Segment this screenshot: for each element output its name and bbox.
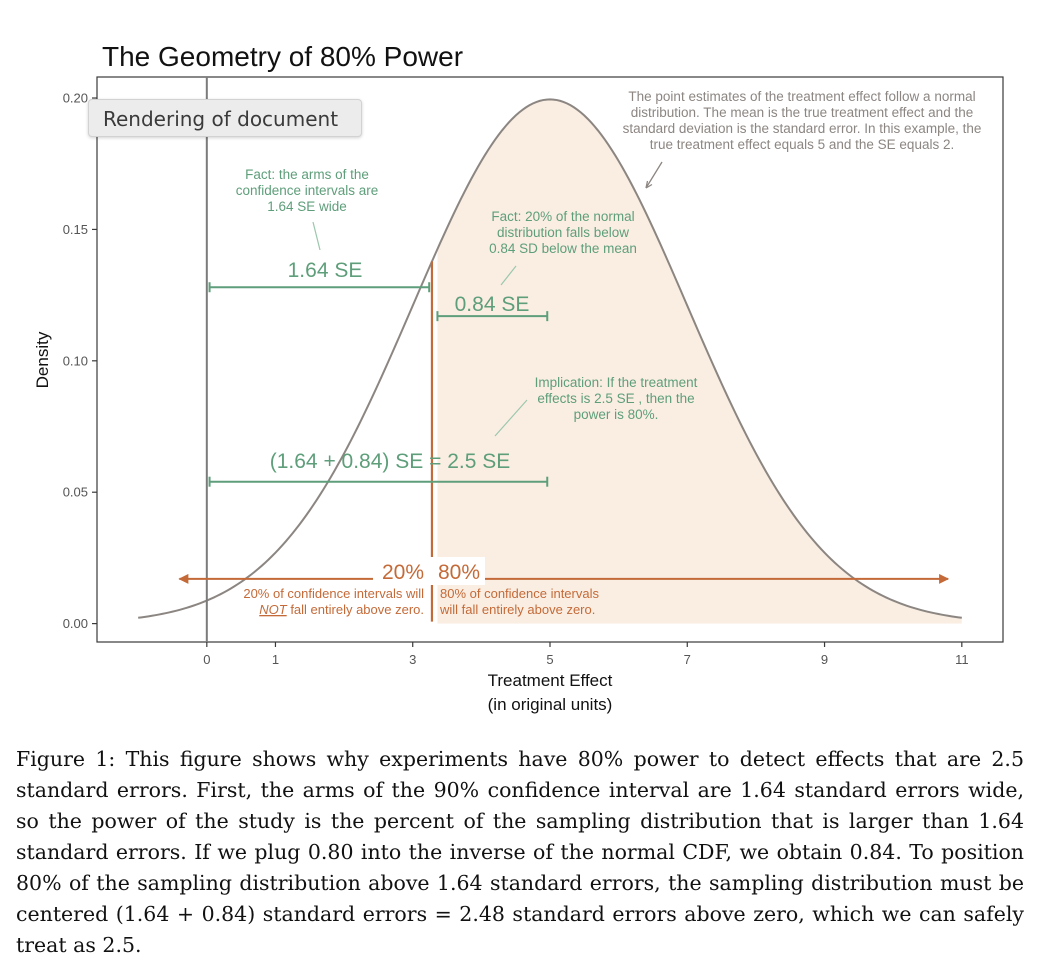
normal-density-curve xyxy=(138,98,962,619)
segment-1-64-se xyxy=(208,282,431,293)
annotation-distribution: The point estimates of the treatment eff… xyxy=(623,89,982,152)
rendering-tooltip-label: Rendering of document xyxy=(103,107,339,131)
y-tick-label-3: 0.15 xyxy=(63,222,88,237)
figure-caption: Figure 1: This figure shows why experime… xyxy=(16,744,1024,961)
y-axis-ticks: 0.00 0.05 0.10 0.15 0.20 xyxy=(63,91,97,631)
note-20-line2: NOT fall entirely above zero. xyxy=(259,602,424,617)
annotation-implication-line-1: Implication: If the treatment xyxy=(535,375,698,390)
annotation-fact-1: Fact: the arms of the confidence interva… xyxy=(236,167,379,214)
annotation-fact-1-pointer xyxy=(312,221,321,251)
annotation-fact-1-line-2: confidence intervals are xyxy=(236,183,379,198)
y-tick-label-2: 0.10 xyxy=(63,353,88,368)
segment-2-5-se xyxy=(208,476,549,487)
y-tick-label-4: 0.20 xyxy=(63,91,88,106)
annotation-implication-line-3: power is 80%. xyxy=(574,407,659,422)
annotation-fact-2-line-1: Fact: 20% of the normal xyxy=(491,209,634,224)
y-tick-label-0: 0.00 xyxy=(63,616,88,631)
figure-caption-text: Figure 1: This figure shows why experime… xyxy=(16,747,1024,957)
annotation-fact-2-line-3: 0.84 SD below the mean xyxy=(489,241,637,256)
y-tick-label-1: 0.05 xyxy=(63,485,88,500)
label-80-percent: 80% xyxy=(438,561,480,584)
x-axis-label-line-2: (in original units) xyxy=(488,695,613,714)
label-20-percent: 20% xyxy=(382,561,424,584)
x-tick-label-3: 5 xyxy=(546,652,553,667)
x-axis-label-line-1: Treatment Effect xyxy=(488,671,613,690)
annotation-fact-1-line-1: Fact: the arms of the xyxy=(245,167,369,182)
x-axis-ticks: 0 1 3 5 7 9 11 xyxy=(203,642,969,667)
note-20-rest: fall entirely above zero. xyxy=(287,602,424,617)
note-20-not: NOT xyxy=(259,602,288,617)
annotation-distribution-pointer xyxy=(645,161,663,189)
x-tick-label-6: 11 xyxy=(955,652,969,667)
x-tick-label-5: 9 xyxy=(821,652,828,667)
annotation-distribution-line-1: The point estimates of the treatment eff… xyxy=(628,89,975,104)
x-tick-label-1: 1 xyxy=(272,652,279,667)
x-tick-label-0: 0 xyxy=(203,652,210,667)
note-80-line2: will fall entirely above zero. xyxy=(439,602,595,617)
y-axis-label: Density xyxy=(33,331,52,388)
x-tick-label-2: 3 xyxy=(409,652,416,667)
annotation-implication-pointer xyxy=(494,399,528,437)
annotation-implication-line-2: effects is 2.5 SE , then the xyxy=(537,391,694,406)
label-1-64-se: 1.64 SE xyxy=(288,259,363,282)
annotation-distribution-line-4: true treatment effect equals 5 and the S… xyxy=(650,137,954,152)
power-figure: The Geometry of 80% Power 1.64 SE 0.84 S… xyxy=(33,41,1004,714)
annotation-implication: Implication: If the treatment effects is… xyxy=(535,375,698,422)
x-tick-label-4: 7 xyxy=(684,652,691,667)
annotation-distribution-line-2: distribution. The mean is the true treat… xyxy=(631,105,973,120)
label-2-5-se: (1.64 + 0.84) SE = 2.5 SE xyxy=(270,450,511,473)
power-shaded-region xyxy=(437,99,962,624)
label-0-84-se: 0.84 SE xyxy=(455,293,530,316)
note-20-line1: 20% of confidence intervals will xyxy=(243,586,424,601)
annotation-fact-2: Fact: 20% of the normal distribution fal… xyxy=(489,209,637,256)
rendering-tooltip: Rendering of document xyxy=(88,99,362,137)
annotation-fact-1-line-3: 1.64 SE wide xyxy=(267,199,347,214)
annotation-distribution-line-3: standard deviation is the standard error… xyxy=(623,121,982,136)
annotation-fact-2-line-2: distribution falls below xyxy=(497,225,629,240)
note-80-line1: 80% of confidence intervals xyxy=(440,586,599,601)
chart-title: The Geometry of 80% Power xyxy=(102,41,463,72)
annotation-fact-2-pointer xyxy=(500,265,517,286)
segment-0-84-se xyxy=(436,311,549,322)
